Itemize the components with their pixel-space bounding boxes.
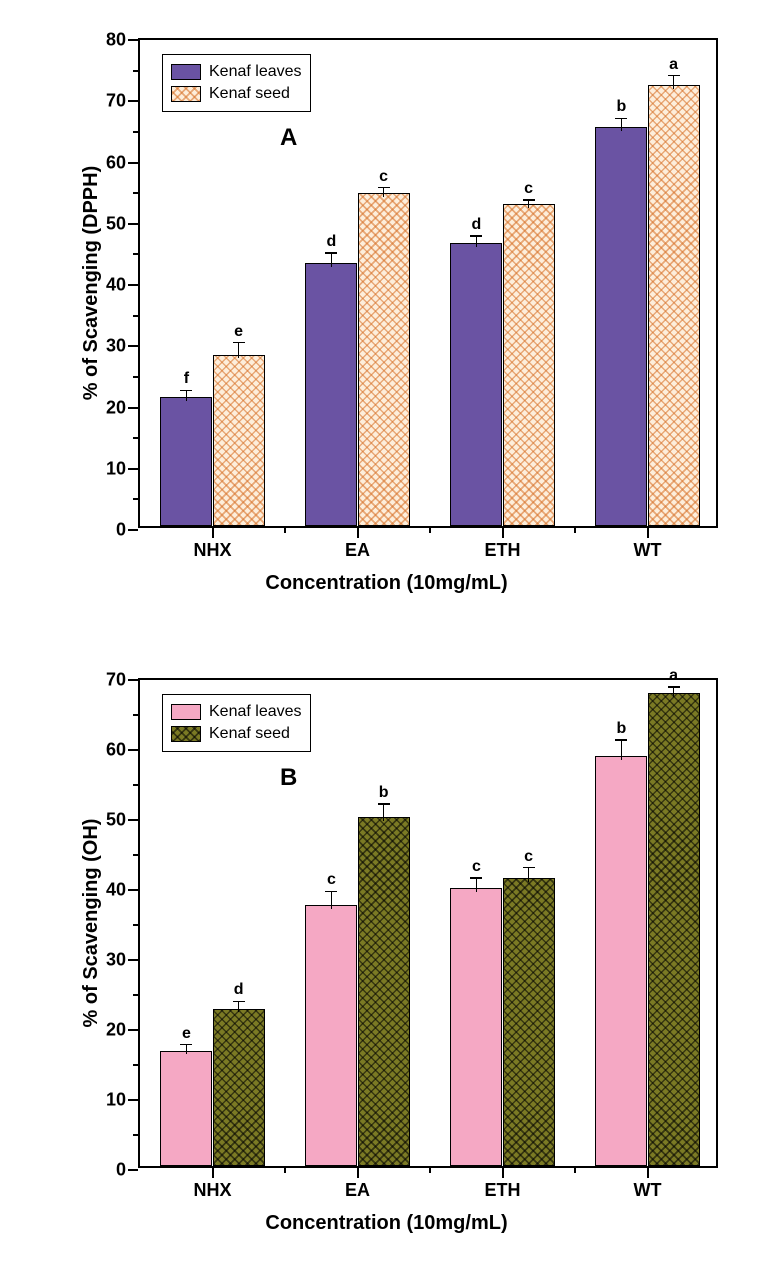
xtick-label: ETH bbox=[485, 540, 521, 561]
legend: Kenaf leaves Kenaf seed bbox=[162, 694, 311, 752]
bar bbox=[358, 193, 410, 526]
significance-letter: f bbox=[184, 370, 189, 388]
legend-item: Kenaf seed bbox=[171, 83, 302, 105]
xtick-label: NHX bbox=[193, 1180, 231, 1201]
significance-letter: c bbox=[472, 858, 481, 876]
significance-letter: b bbox=[617, 98, 627, 116]
ytick-label: 20 bbox=[106, 397, 126, 418]
chart-panel-B: 0 10 20 30 40 50 60 70 NHX EA ETH WT e c c b d b c a B Kenaf … bbox=[40, 660, 733, 1260]
bar bbox=[595, 756, 647, 1166]
ytick-label: 40 bbox=[106, 880, 126, 901]
x-axis-label: Concentration (10mg/mL) bbox=[265, 572, 507, 595]
page: 0 10 20 30 40 50 60 70 80 NHX EA ETH WT f d d b e c c a A Kena… bbox=[0, 0, 773, 1274]
xtick-label: ETH bbox=[485, 1180, 521, 1201]
legend-item: Kenaf seed bbox=[171, 723, 302, 745]
significance-letter: c bbox=[524, 848, 533, 866]
ytick-label: 70 bbox=[106, 670, 126, 691]
legend-label: Kenaf leaves bbox=[209, 63, 302, 81]
bar bbox=[160, 1051, 212, 1167]
legend: Kenaf leaves Kenaf seed bbox=[162, 54, 311, 112]
legend-item: Kenaf leaves bbox=[171, 701, 302, 723]
ytick-label: 50 bbox=[106, 810, 126, 831]
bar bbox=[503, 204, 555, 526]
bar bbox=[503, 878, 555, 1166]
legend-label: Kenaf leaves bbox=[209, 703, 302, 721]
panel-letter: B bbox=[280, 764, 297, 792]
significance-letter: e bbox=[182, 1025, 191, 1043]
bar bbox=[305, 905, 357, 1166]
significance-letter: b bbox=[617, 720, 627, 738]
xtick-label: EA bbox=[345, 540, 370, 561]
ytick-label: 40 bbox=[106, 275, 126, 296]
bar bbox=[305, 263, 357, 526]
legend-swatch bbox=[171, 704, 201, 720]
bar bbox=[160, 397, 212, 526]
ytick-label: 20 bbox=[106, 1020, 126, 1041]
ytick-label: 80 bbox=[106, 30, 126, 51]
significance-letter: a bbox=[669, 56, 678, 74]
y-axis-label: % of Scavenging (DPPH) bbox=[80, 166, 103, 400]
x-axis-label: Concentration (10mg/mL) bbox=[265, 1212, 507, 1235]
legend-swatch bbox=[171, 726, 201, 742]
significance-letter: a bbox=[669, 667, 678, 685]
legend-item: Kenaf leaves bbox=[171, 61, 302, 83]
significance-letter: d bbox=[234, 981, 244, 999]
legend-swatch bbox=[171, 86, 201, 102]
bar bbox=[595, 127, 647, 526]
bar bbox=[213, 1009, 265, 1167]
xtick-label: NHX bbox=[193, 540, 231, 561]
significance-letter: c bbox=[524, 180, 533, 198]
ytick-label: 10 bbox=[106, 458, 126, 479]
ytick-label: 10 bbox=[106, 1090, 126, 1111]
significance-letter: d bbox=[327, 233, 337, 251]
ytick-label: 0 bbox=[116, 520, 126, 541]
bar bbox=[648, 85, 700, 526]
bar bbox=[648, 693, 700, 1166]
bar bbox=[358, 817, 410, 1166]
chart-panel-A: 0 10 20 30 40 50 60 70 80 NHX EA ETH WT f d d b e c c a A Kena… bbox=[40, 20, 733, 620]
significance-letter: b bbox=[379, 784, 389, 802]
xtick-label: EA bbox=[345, 1180, 370, 1201]
bar bbox=[450, 888, 502, 1166]
bar bbox=[213, 355, 265, 527]
significance-letter: c bbox=[379, 168, 388, 186]
xtick-label: WT bbox=[634, 540, 662, 561]
ytick-label: 60 bbox=[106, 740, 126, 761]
bar bbox=[450, 243, 502, 526]
significance-letter: d bbox=[472, 216, 482, 234]
panel-letter: A bbox=[280, 124, 297, 152]
legend-swatch bbox=[171, 64, 201, 80]
ytick-label: 30 bbox=[106, 336, 126, 357]
ytick-label: 30 bbox=[106, 950, 126, 971]
ytick-label: 60 bbox=[106, 152, 126, 173]
plot-area: 010203040506070NHXEAETHWTeccbdbcaBKenaf … bbox=[138, 678, 718, 1168]
significance-letter: e bbox=[234, 323, 243, 341]
xtick-label: WT bbox=[634, 1180, 662, 1201]
legend-label: Kenaf seed bbox=[209, 725, 290, 743]
ytick-label: 70 bbox=[106, 91, 126, 112]
legend-label: Kenaf seed bbox=[209, 85, 290, 103]
y-axis-label: % of Scavenging (OH) bbox=[80, 819, 103, 1028]
significance-letter: c bbox=[327, 871, 336, 889]
plot-area: 01020304050607080NHXEAETHWTfddbeccaAKena… bbox=[138, 38, 718, 528]
ytick-label: 0 bbox=[116, 1160, 126, 1181]
ytick-label: 50 bbox=[106, 213, 126, 234]
